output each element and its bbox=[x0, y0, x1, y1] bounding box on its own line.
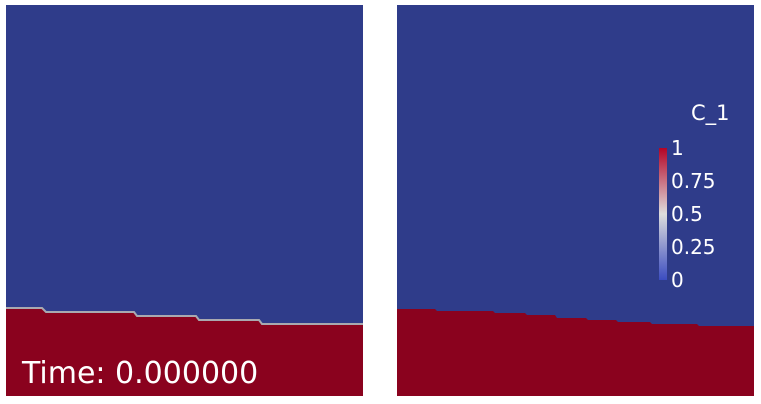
colorbar bbox=[659, 148, 667, 280]
right-red-region bbox=[397, 309, 754, 396]
left-red-region bbox=[6, 309, 363, 396]
colorbar-tick-0.25: 0.25 bbox=[671, 235, 716, 259]
left-field-plot bbox=[6, 5, 363, 396]
right-render-view[interactable]: C_1 1 0.75 0.5 0.25 0 bbox=[397, 5, 754, 396]
right-field-plot bbox=[397, 5, 754, 396]
left-interface-line bbox=[6, 307, 363, 325]
left-render-view[interactable]: Time: 0.000000 bbox=[6, 5, 363, 396]
colorbar-title: C_1 bbox=[691, 101, 730, 125]
colorbar-tick-0.5: 0.5 bbox=[671, 202, 703, 226]
time-label: Time: 0.000000 bbox=[22, 356, 259, 391]
colorbar-tick-0: 0 bbox=[671, 268, 684, 292]
colorbar-tick-0.75: 0.75 bbox=[671, 169, 716, 193]
colorbar-tick-1: 1 bbox=[671, 136, 684, 160]
